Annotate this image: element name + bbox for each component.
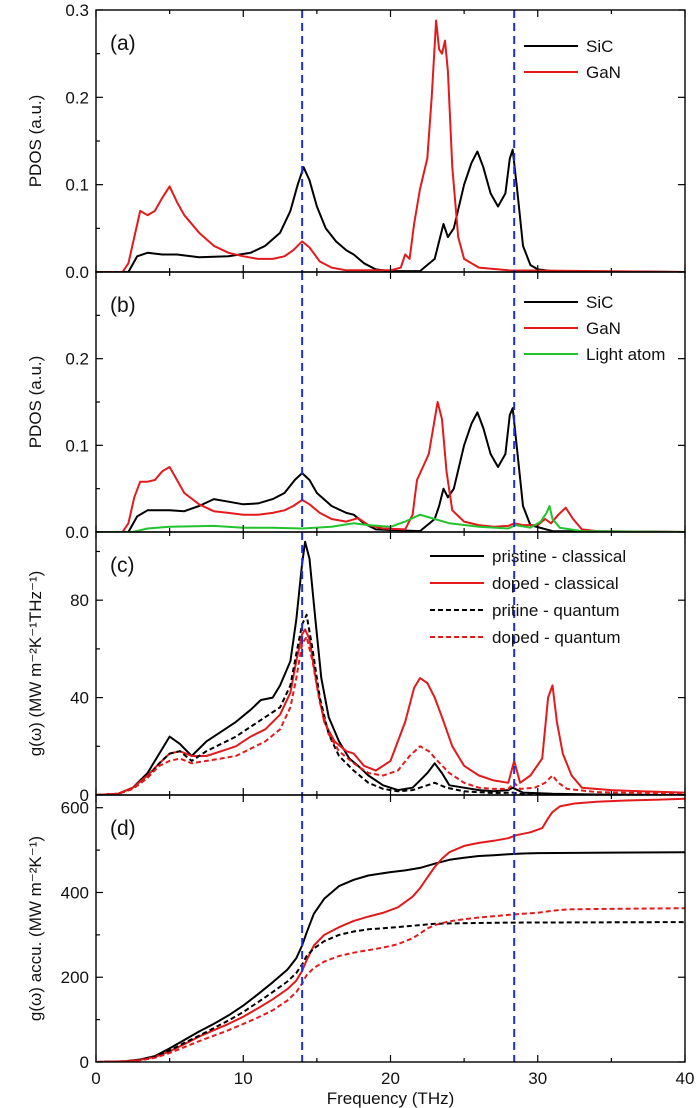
legend-label: GaN — [586, 63, 621, 82]
legend-label: doped - classical — [492, 574, 619, 593]
y-tick-label: 0.2 — [65, 88, 89, 107]
series-line-doped-quantum — [96, 635, 685, 795]
y-tick-label: 400 — [61, 883, 89, 902]
x-axis-label: Frequency (THz) — [327, 1089, 455, 1108]
panel-a: 0.0 0.1 0.2 0.3 (a) PDOS (a.u.) SiC GaN — [26, 1, 686, 282]
series-line-pritine-quantum — [96, 613, 685, 795]
panel-label: (a) — [110, 32, 136, 55]
series-line-doped-classical — [96, 628, 685, 795]
panel-d: 0 200 400 600 (d) g(ω) accu. (MW m⁻²K⁻¹) — [26, 794, 686, 1072]
legend: pristine - classical doped - classical pri… — [430, 547, 626, 647]
series-line-doped-quantum — [96, 907, 685, 1062]
panel-b: 0.0 0.1 0.2 (b) PDOS (a.u.) SiC GaN Light atom — [26, 271, 686, 542]
series-line-pristine-classical — [96, 540, 685, 795]
legend-label: pristine - classical — [492, 547, 626, 566]
panel-label: (c) — [110, 554, 135, 577]
y-tick-label: 0.0 — [65, 523, 89, 542]
y-tick-label: 0.2 — [65, 350, 89, 369]
series-line-gan — [96, 401, 685, 532]
y-tick-label: 80 — [70, 591, 89, 610]
series-group — [96, 797, 685, 1062]
series-line-light-atom — [96, 505, 685, 532]
y-axis-label: PDOS (a.u.) — [26, 95, 45, 188]
series-line-sic — [96, 407, 685, 532]
y-axis-label: g(ω) accu. (MW m⁻²K⁻¹) — [26, 836, 45, 1021]
legend-label: pritine - quantum — [492, 601, 620, 620]
y-tick-label: 0.3 — [65, 1, 89, 20]
y-tick-label: 600 — [61, 799, 89, 818]
panel-c: 0 40 80 (c) g(ω) (MW m⁻²K⁻¹THz⁻¹) pristine - … — [26, 531, 686, 805]
series-line-doped-classical — [96, 797, 685, 1062]
panel-label: (d) — [110, 817, 136, 840]
y-tick-label: 0.1 — [65, 176, 89, 195]
x-tick-label: 10 — [234, 1069, 253, 1088]
y-tick-label: 40 — [70, 689, 89, 708]
y-tick-label: 200 — [61, 968, 89, 987]
y-tick-label: 0 — [80, 1053, 89, 1072]
panel-label: (b) — [110, 294, 136, 317]
legend: SiC GaN — [524, 37, 621, 82]
y-tick-label: 0.1 — [65, 436, 89, 455]
legend-label: GaN — [586, 319, 621, 338]
series-line-pristine-classical — [96, 851, 685, 1062]
series-group — [96, 19, 685, 272]
plot-frame — [95, 794, 686, 1063]
y-tick-label: 0 — [80, 786, 89, 805]
x-tick-label: 0 — [91, 1069, 100, 1088]
series-line-sic — [96, 148, 685, 272]
series-line-gan — [96, 19, 685, 272]
series-group — [96, 401, 685, 532]
legend-label: Light atom — [586, 345, 665, 364]
x-tick-label: 20 — [381, 1069, 400, 1088]
legend-label: SiC — [586, 37, 613, 56]
legend-label: doped - quantum — [492, 628, 621, 647]
x-tick-label: 40 — [676, 1069, 695, 1088]
y-axis-label: g(ω) (MW m⁻²K⁻¹THz⁻¹) — [26, 571, 45, 757]
series-group — [96, 540, 685, 795]
legend-label: SiC — [586, 293, 613, 312]
y-tick-label: 0.0 — [65, 263, 89, 282]
y-axis-label: PDOS (a.u.) — [26, 356, 45, 449]
x-tick-label: 30 — [528, 1069, 547, 1088]
legend: SiC GaN Light atom — [524, 293, 665, 364]
